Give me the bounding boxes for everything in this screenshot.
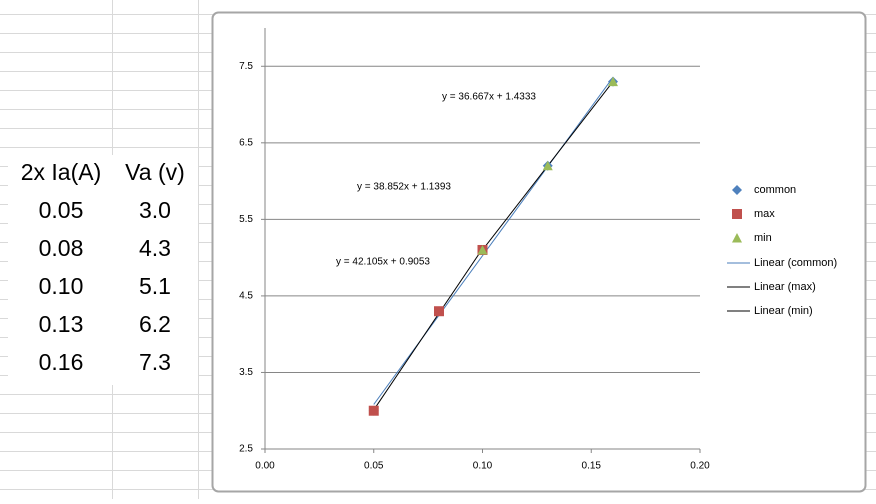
x-tick-label: 0.05 (364, 461, 384, 472)
x-tick-label: 0.10 (473, 461, 493, 472)
table-cell: 3.0 (139, 197, 171, 223)
x-tick-label: 0.20 (690, 461, 710, 472)
legend-label: Linear (max) (754, 281, 816, 293)
table-cell: 0.05 (39, 197, 84, 223)
table-header: Va (v) (125, 159, 185, 185)
table-cell: 7.3 (139, 349, 171, 375)
table-cell: 5.1 (139, 273, 171, 299)
marker (434, 306, 444, 317)
y-tick-label: 3.5 (239, 367, 253, 378)
legend-marker (732, 209, 742, 219)
y-tick-label: 2.5 (239, 444, 253, 455)
y-tick-label: 7.5 (239, 61, 253, 72)
marker (477, 244, 488, 255)
table-bg (8, 155, 198, 385)
legend-label: Linear (min) (754, 305, 813, 317)
chart: 2.5 3.5 4.5 5.5 6.5 7.5 0.00 0.05 0.10 0.15 0.20 y … (239, 28, 837, 472)
legend-label: max (754, 208, 775, 220)
y-tick-label: 5.5 (239, 214, 253, 225)
trendline (373, 77, 614, 405)
table-cell: 0.10 (39, 273, 84, 299)
table-body: 0.05 3.0 0.08 4.3 0.10 5.1 0.13 6.2 0.16 7.3 (39, 197, 171, 375)
trendline (373, 248, 483, 411)
x-tick-label: 0.15 (582, 461, 602, 472)
table-cell: 0.16 (39, 349, 84, 375)
trendline-equation: y = 36.667x + 1.4333 (442, 92, 536, 103)
table-cell: 0.08 (39, 235, 84, 261)
x-tick-label: 0.00 (255, 461, 275, 472)
y-tick-label: 4.5 (239, 291, 253, 302)
trendline-equation: y = 42.105x + 0.9053 (336, 257, 430, 268)
table-header: 2x Ia(A) (21, 159, 102, 185)
legend-marker (732, 233, 742, 243)
legend-marker (732, 185, 742, 195)
chart-frame[interactable] (211, 11, 867, 493)
legend-label: min (754, 232, 772, 244)
marker (608, 76, 618, 87)
marker (368, 405, 379, 416)
table-cell: 0.13 (39, 311, 84, 337)
table-cell: 4.3 (139, 235, 171, 261)
marker (542, 160, 553, 171)
legend-label: Linear (common) (754, 257, 837, 269)
legend-label: common (754, 184, 796, 196)
trendline-equation: y = 38.852x + 1.1393 (357, 182, 451, 193)
y-tick-label: 6.5 (239, 137, 253, 148)
table-cell: 6.2 (139, 311, 171, 337)
